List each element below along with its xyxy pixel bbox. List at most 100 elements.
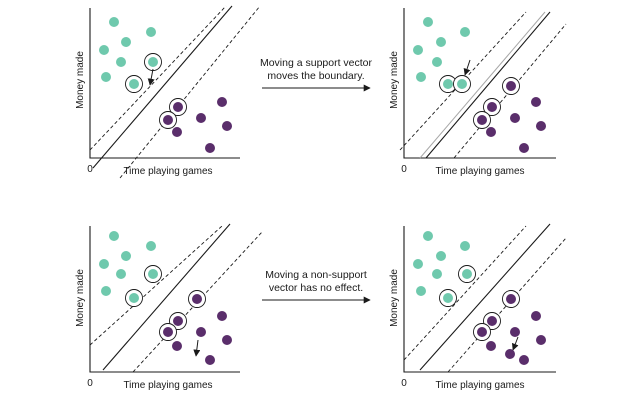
data-point-class-a	[413, 259, 423, 269]
data-point-class-b	[172, 341, 182, 351]
data-point-class-a	[432, 57, 442, 67]
data-point-class-b	[477, 115, 487, 125]
plot-bottom-right	[403, 223, 567, 373]
data-point-class-b	[163, 327, 173, 337]
previous-boundary-line	[419, 11, 546, 159]
panel-bottom-right: 0 Time playing games Money made	[389, 223, 567, 391]
data-point-class-b	[196, 327, 206, 337]
margin-line	[89, 5, 227, 151]
data-point-class-a	[116, 57, 126, 67]
caption-bottom-line-2: vector has no effect.	[269, 282, 363, 294]
data-point-class-b	[487, 102, 497, 112]
data-point-class-a	[121, 37, 131, 47]
origin-label: 0	[87, 164, 93, 175]
data-point-class-a	[121, 251, 131, 261]
margin-line	[132, 231, 263, 373]
data-point-class-a	[129, 79, 139, 89]
caption-bottom: Moving a non-support vector has no effec…	[262, 269, 371, 304]
y-axis-label: Money made	[389, 51, 400, 109]
x-axis-label: Time playing games	[435, 380, 524, 391]
data-point-class-b	[217, 97, 227, 107]
move-arrow	[463, 59, 471, 76]
data-point-class-b	[486, 341, 496, 351]
plot-top-right	[399, 11, 567, 159]
data-point-class-a	[460, 27, 470, 37]
move-arrow	[511, 336, 519, 351]
data-point-class-a	[116, 269, 126, 279]
data-point-class-b	[477, 327, 487, 337]
data-point-class-b	[505, 349, 515, 359]
data-point-class-a	[109, 231, 119, 241]
data-point-class-b	[173, 316, 183, 326]
data-point-class-a	[416, 286, 426, 296]
caption-top-line-1: Moving a support vector	[260, 57, 373, 69]
data-point-class-a	[148, 57, 158, 67]
data-point-class-a	[423, 231, 433, 241]
data-point-class-b	[172, 127, 182, 137]
data-point-class-b	[217, 311, 227, 321]
data-point-class-b	[519, 143, 529, 153]
panel-bottom-left: 0 Time playing games Money made	[75, 223, 263, 391]
data-point-class-a	[146, 241, 156, 251]
data-point-class-b	[487, 316, 497, 326]
data-point-class-a	[443, 79, 453, 89]
y-axis-label: Money made	[389, 269, 400, 327]
data-point-class-b	[531, 311, 541, 321]
caption-top: Moving a support vector moves the bounda…	[260, 57, 373, 92]
data-point-class-b	[536, 335, 546, 345]
origin-label: 0	[87, 378, 93, 389]
data-point-class-a	[457, 79, 467, 89]
origin-label: 0	[401, 164, 407, 175]
data-point-class-b	[506, 294, 516, 304]
data-point-class-a	[99, 45, 109, 55]
data-point-class-b	[222, 121, 232, 131]
caption-top-line-2: moves the boundary.	[267, 70, 364, 82]
plot-bottom-left	[89, 223, 263, 373]
data-point-class-a	[101, 286, 111, 296]
margin-line	[119, 5, 261, 179]
data-point-class-a	[443, 293, 453, 303]
caption-bottom-line-1: Moving a non-support	[265, 269, 367, 281]
data-point-class-b	[173, 102, 183, 112]
data-point-class-a	[101, 72, 111, 82]
y-axis-label: Money made	[75, 51, 86, 109]
decision-boundary	[425, 11, 551, 159]
margin-line	[403, 225, 527, 361]
data-point-class-b	[486, 127, 496, 137]
origin-label: 0	[401, 378, 407, 389]
data-point-class-a	[148, 269, 158, 279]
panel-top-left: 0 Time playing games Money made	[75, 5, 261, 179]
data-point-class-b	[506, 81, 516, 91]
move-arrow	[147, 68, 155, 86]
data-point-class-a	[436, 251, 446, 261]
plot-top-left	[89, 5, 261, 179]
decision-boundary	[102, 223, 231, 371]
data-point-class-b	[531, 97, 541, 107]
move-arrow	[193, 339, 201, 357]
data-point-class-a	[432, 269, 442, 279]
data-point-class-b	[196, 113, 206, 123]
y-axis-label: Money made	[75, 269, 86, 327]
data-point-class-b	[222, 335, 232, 345]
data-point-class-a	[146, 27, 156, 37]
x-axis-label: Time playing games	[123, 166, 212, 177]
data-point-class-b	[510, 327, 520, 337]
data-point-class-b	[205, 355, 215, 365]
decision-boundary	[92, 5, 233, 169]
data-point-class-a	[109, 17, 119, 27]
decision-boundary	[419, 223, 551, 371]
x-axis-label: Time playing games	[435, 166, 524, 177]
data-point-class-b	[192, 294, 202, 304]
axes	[89, 8, 240, 159]
data-point-class-b	[536, 121, 546, 131]
panel-top-right: 0 Time playing games Money made	[389, 8, 567, 177]
data-point-class-a	[413, 45, 423, 55]
data-point-class-a	[436, 37, 446, 47]
data-point-class-a	[416, 72, 426, 82]
data-point-class-b	[205, 143, 215, 153]
data-point-class-b	[163, 115, 173, 125]
data-point-class-a	[460, 241, 470, 251]
data-point-class-b	[510, 113, 520, 123]
data-point-class-b	[519, 355, 529, 365]
